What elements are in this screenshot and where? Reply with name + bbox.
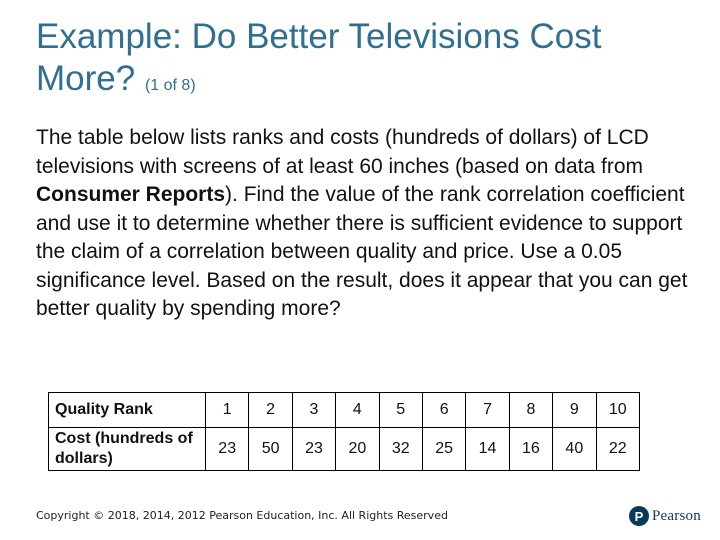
table-cell: 5 xyxy=(378,392,423,428)
table-cell: 23 xyxy=(291,427,337,471)
slide-title-main: Example: Do Better Televisions Cost More… xyxy=(36,17,602,98)
table-cell: 23 xyxy=(204,427,250,471)
table-cell: 20 xyxy=(335,427,380,471)
paragraph-text-end: ). Find the value of the rank correlatio… xyxy=(36,183,688,320)
table-cell: 8 xyxy=(508,392,554,428)
quality-rank-row: Quality Rank 1 2 3 4 5 6 7 8 9 10 xyxy=(48,392,641,428)
table-cell: 22 xyxy=(595,427,641,471)
pearson-logo: P Pearson xyxy=(629,506,701,526)
table-cell: 25 xyxy=(421,427,467,471)
table-cell: 14 xyxy=(465,427,510,471)
table-cell: 9 xyxy=(552,392,597,428)
cost-row: Cost (hundreds of dollars) 23 50 23 20 3… xyxy=(48,427,641,471)
table-cell: 6 xyxy=(421,392,467,428)
table-cell: 2 xyxy=(248,392,293,428)
paragraph-text-start: The table below lists ranks and costs (h… xyxy=(36,126,649,178)
rank-cost-table: Quality Rank 1 2 3 4 5 6 7 8 9 10 Cost (… xyxy=(48,392,641,471)
table-cell: 7 xyxy=(465,392,510,428)
pearson-logo-icon: P xyxy=(629,506,649,526)
table-cell: 40 xyxy=(552,427,597,471)
problem-statement: The table below lists ranks and costs (h… xyxy=(36,124,696,324)
table-cell: 1 xyxy=(204,392,250,428)
copyright-notice: Copyright © 2018, 2014, 2012 Pearson Edu… xyxy=(36,509,448,522)
slide-title: Example: Do Better Televisions Cost More… xyxy=(36,16,696,107)
table-cell: 3 xyxy=(291,392,337,428)
table-cell: 16 xyxy=(508,427,554,471)
pearson-logo-text: Pearson xyxy=(652,507,701,524)
table-cell: 32 xyxy=(378,427,423,471)
table-cell: 4 xyxy=(335,392,380,428)
source-name: Consumer Reports xyxy=(36,183,226,206)
cost-header: Cost (hundreds of dollars) xyxy=(48,427,206,471)
slide-title-part: (1 of 8) xyxy=(144,77,196,94)
table-cell: 50 xyxy=(248,427,293,471)
quality-rank-header: Quality Rank xyxy=(48,392,206,428)
table-cell: 10 xyxy=(595,392,641,428)
